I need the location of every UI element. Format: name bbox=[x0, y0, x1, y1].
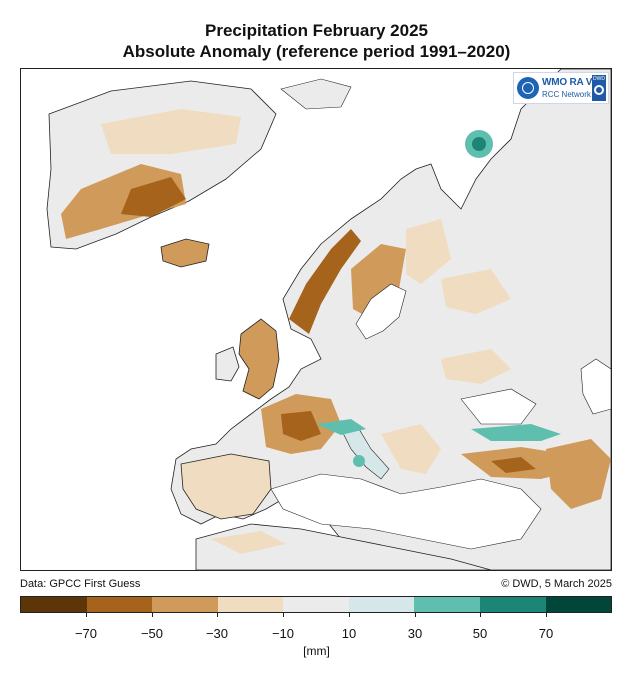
levant-dry bbox=[546, 439, 611, 509]
ukraine-dry bbox=[441, 349, 511, 384]
alps-wet bbox=[316, 419, 366, 435]
italy-wet-spot bbox=[353, 455, 365, 467]
turkey-very-dry bbox=[491, 457, 536, 473]
sweden-dry bbox=[351, 244, 406, 319]
legend-swatch bbox=[152, 597, 218, 612]
dwd-logo: DWD bbox=[592, 75, 606, 101]
ireland bbox=[215, 346, 240, 382]
legend-tick-label: −10 bbox=[271, 626, 295, 641]
wmo-globe-icon bbox=[517, 77, 539, 99]
balkans-light bbox=[381, 424, 441, 474]
legend-swatch bbox=[545, 597, 612, 612]
copyright: © DWD, 5 March 2025 bbox=[501, 578, 612, 590]
great-britain bbox=[238, 318, 280, 400]
map-canvas bbox=[46, 69, 611, 570]
legend-swatch bbox=[348, 597, 415, 612]
iceland bbox=[160, 238, 210, 268]
legend-tick bbox=[152, 612, 153, 617]
legend-tick bbox=[546, 612, 547, 617]
finland-light bbox=[406, 219, 451, 284]
dwd-label: DWD bbox=[593, 76, 605, 82]
legend-swatch bbox=[21, 597, 87, 612]
map-title: Precipitation February 2025 bbox=[205, 21, 428, 40]
barents-wet-inner bbox=[472, 137, 486, 151]
dwd-swirl-icon bbox=[594, 85, 604, 95]
north-africa bbox=[195, 523, 492, 570]
mediterranean-sea bbox=[270, 473, 542, 550]
black-sea bbox=[460, 388, 537, 425]
france-very-dry bbox=[281, 411, 321, 441]
logo-subtitle: RCC Network bbox=[542, 90, 591, 99]
legend-tick-label: −30 bbox=[205, 626, 229, 641]
logo-title: WMO RA VI bbox=[542, 77, 595, 88]
caspian-sea bbox=[580, 358, 611, 415]
legend-tick-label: 70 bbox=[538, 626, 554, 641]
anomaly-map: WMO RA VI RCC Network DWD bbox=[20, 68, 612, 571]
russia-dry-patch bbox=[441, 269, 511, 314]
wmo-rcc-logo: WMO RA VI RCC Network DWD bbox=[513, 72, 609, 104]
legend-tick-label: −50 bbox=[140, 626, 164, 641]
legend-unit: [mm] bbox=[303, 644, 330, 658]
norway-coast-dry bbox=[289, 229, 361, 334]
turkey-north-wet bbox=[471, 424, 561, 441]
legend-tick-label: 30 bbox=[407, 626, 423, 641]
legend-swatch bbox=[283, 597, 349, 612]
data-source: Data: GPCC First Guess bbox=[20, 578, 141, 590]
maghreb-light bbox=[211, 531, 286, 554]
legend-swatch bbox=[86, 597, 153, 612]
baltic-sea bbox=[355, 283, 407, 340]
legend-tick bbox=[283, 612, 284, 617]
legend-swatch bbox=[479, 597, 546, 612]
greenland-north-light bbox=[101, 109, 241, 154]
iberia bbox=[180, 453, 272, 520]
legend-tick bbox=[349, 612, 350, 617]
legend-tick-label: 10 bbox=[341, 626, 357, 641]
legend-colorbar bbox=[20, 596, 612, 613]
legend-tick-label: 50 bbox=[472, 626, 488, 641]
legend-swatch bbox=[217, 597, 284, 612]
legend-tick-label: −70 bbox=[74, 626, 98, 641]
legend-tick bbox=[86, 612, 87, 617]
legend-tick bbox=[480, 612, 481, 617]
legend-swatch bbox=[414, 597, 480, 612]
map-subtitle: Absolute Anomaly (reference period 1991–… bbox=[122, 42, 511, 61]
legend-tick bbox=[217, 612, 218, 617]
arctic-islands bbox=[280, 78, 352, 110]
greenland-very-dry bbox=[121, 177, 186, 217]
legend-tick bbox=[415, 612, 416, 617]
